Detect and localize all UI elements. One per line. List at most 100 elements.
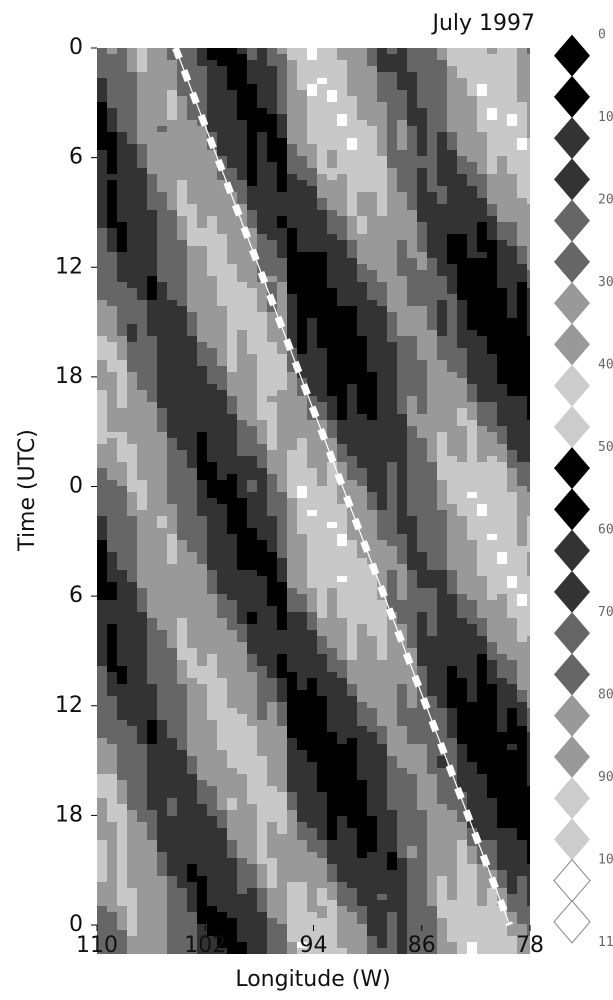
field-cell bbox=[97, 384, 117, 390]
field-cell bbox=[127, 336, 137, 342]
field-cell bbox=[467, 492, 477, 498]
field-cell bbox=[117, 246, 127, 252]
field-cell bbox=[387, 48, 397, 54]
field-cell bbox=[217, 798, 227, 804]
field-cell bbox=[147, 150, 217, 156]
field-cell bbox=[447, 534, 467, 540]
field-cell bbox=[267, 930, 287, 936]
field-cell bbox=[297, 588, 317, 594]
field-cell bbox=[397, 864, 407, 870]
field-cell bbox=[287, 906, 307, 912]
field-cell bbox=[97, 528, 107, 534]
field-cell bbox=[207, 120, 247, 126]
field-cell bbox=[367, 948, 397, 954]
field-cell bbox=[457, 372, 467, 378]
field-cell bbox=[337, 468, 347, 474]
field-cell bbox=[517, 288, 527, 294]
field-cell bbox=[387, 150, 417, 156]
field-cell bbox=[247, 138, 257, 144]
field-cell bbox=[107, 402, 117, 408]
field-cell bbox=[187, 312, 197, 318]
field-cell bbox=[117, 480, 127, 486]
field-cell bbox=[117, 654, 147, 660]
field-cell bbox=[97, 906, 107, 912]
field-cell bbox=[277, 408, 307, 414]
field-cell bbox=[377, 48, 387, 54]
field-cell bbox=[457, 738, 527, 744]
field-cell bbox=[287, 696, 327, 702]
field-cell bbox=[237, 876, 257, 882]
field-cell bbox=[147, 594, 217, 600]
field-cell bbox=[387, 942, 397, 948]
field-cell bbox=[527, 846, 530, 852]
field-cell bbox=[527, 306, 530, 312]
y-tick-label: 0 bbox=[69, 474, 83, 499]
field-cell bbox=[137, 108, 167, 114]
field-cell bbox=[147, 174, 157, 180]
field-cell bbox=[487, 900, 497, 906]
field-cell bbox=[197, 870, 237, 876]
field-cell bbox=[457, 612, 477, 618]
field-cell bbox=[157, 834, 227, 840]
field-cell bbox=[327, 708, 357, 714]
field-cell bbox=[447, 696, 467, 702]
field-cell bbox=[237, 426, 257, 432]
field-cell bbox=[347, 654, 357, 660]
field-cell bbox=[187, 876, 207, 882]
field-cell bbox=[467, 252, 487, 258]
field-cell bbox=[357, 246, 397, 252]
field-cell bbox=[97, 750, 117, 756]
field-cell bbox=[367, 798, 387, 804]
field-cell bbox=[487, 222, 497, 228]
field-cell bbox=[127, 480, 147, 486]
field-cell bbox=[287, 372, 297, 378]
field-cell bbox=[407, 888, 427, 894]
field-cell bbox=[327, 258, 357, 264]
field-cell bbox=[97, 204, 107, 210]
field-cell bbox=[287, 492, 297, 498]
field-cell bbox=[97, 408, 107, 414]
field-cell bbox=[287, 216, 327, 222]
field-cell bbox=[97, 372, 117, 378]
field-cell bbox=[147, 786, 197, 792]
field-cell bbox=[317, 894, 327, 900]
field-cell bbox=[367, 228, 417, 234]
colorbar-swatch bbox=[554, 365, 590, 407]
field-cell bbox=[377, 390, 397, 396]
field-cell bbox=[147, 822, 157, 828]
field-cell bbox=[367, 348, 397, 354]
field-cell bbox=[107, 228, 117, 234]
field-cell bbox=[377, 150, 387, 156]
field-cell bbox=[117, 918, 127, 924]
field-cell bbox=[277, 516, 287, 522]
field-cell bbox=[517, 576, 530, 582]
field-cell bbox=[117, 312, 147, 318]
field-cell bbox=[407, 204, 417, 210]
field-cell bbox=[427, 852, 457, 858]
field-cell bbox=[147, 630, 167, 636]
field-cell bbox=[127, 576, 137, 582]
field-cell bbox=[197, 654, 207, 660]
field-cell bbox=[497, 726, 507, 732]
field-cell bbox=[107, 96, 137, 102]
field-cell bbox=[377, 138, 387, 144]
field-cell bbox=[247, 282, 267, 288]
field-cell bbox=[127, 246, 157, 252]
field-cell bbox=[397, 144, 407, 150]
field-cell bbox=[377, 84, 397, 90]
field-cell bbox=[347, 234, 417, 240]
field-cell bbox=[97, 258, 117, 264]
field-cell bbox=[157, 738, 177, 744]
field-cell bbox=[237, 924, 267, 930]
field-cell bbox=[267, 498, 287, 504]
field-cell bbox=[387, 186, 397, 192]
field-cell bbox=[167, 420, 237, 426]
field-cell bbox=[287, 786, 317, 792]
field-cell bbox=[177, 438, 197, 444]
field-cell bbox=[397, 474, 407, 480]
field-cell bbox=[97, 78, 107, 84]
field-cell bbox=[497, 48, 517, 54]
field-cell bbox=[187, 240, 227, 246]
colorbar-swatch bbox=[554, 158, 590, 200]
field-cell bbox=[507, 906, 530, 912]
